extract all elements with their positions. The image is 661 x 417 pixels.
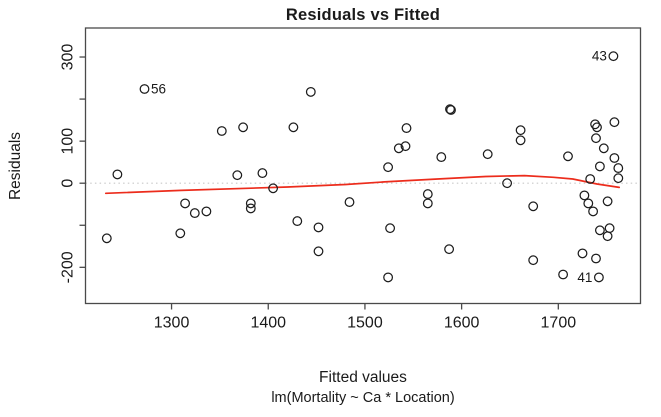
data-point <box>482 149 493 160</box>
data-point <box>238 122 249 133</box>
point-label-43: 43 <box>592 49 607 64</box>
data-point <box>268 183 279 194</box>
data-point <box>602 196 613 207</box>
data-point <box>592 122 602 133</box>
data-point <box>579 190 590 201</box>
data-point <box>608 51 619 62</box>
x-tick-label: 1300 <box>154 315 190 332</box>
data-point <box>232 170 243 181</box>
data-point <box>445 104 455 115</box>
lowess-smooth-line <box>104 174 621 195</box>
y-tick-label: 300 <box>60 44 77 71</box>
data-point <box>245 203 256 214</box>
data-point <box>112 169 123 180</box>
data-point <box>515 135 526 146</box>
data-point <box>422 189 433 200</box>
data-point <box>245 198 256 209</box>
y-tick-label: -200 <box>60 251 77 283</box>
data-point <box>588 206 599 217</box>
data-point <box>528 201 539 212</box>
data-point <box>602 231 613 242</box>
data-point <box>101 233 112 244</box>
data-point <box>502 178 513 189</box>
x-tick-label: 1400 <box>250 315 286 332</box>
data-point <box>201 206 212 217</box>
data-point <box>383 162 394 173</box>
x-axis-label: Fitted values <box>319 369 407 386</box>
data-point <box>436 152 447 163</box>
data-point <box>613 173 624 184</box>
data-point <box>344 197 355 208</box>
data-point <box>594 225 605 236</box>
data-point <box>604 223 615 234</box>
data-point <box>385 223 396 234</box>
y-axis-label: Residuals <box>7 131 24 201</box>
data-point <box>216 126 227 136</box>
data-point <box>528 255 539 266</box>
data-point <box>598 143 609 154</box>
data-point <box>594 161 605 172</box>
data-point <box>609 153 620 163</box>
data-point <box>393 143 404 154</box>
data-point <box>577 248 588 259</box>
y-tick-label: 0 <box>60 179 77 188</box>
point-label-41: 41 <box>577 270 592 285</box>
data-point <box>515 125 526 136</box>
plot-title: Residuals vs Fitted <box>285 6 441 24</box>
data-point <box>288 122 299 133</box>
data-point <box>257 168 268 179</box>
data-point <box>313 222 324 233</box>
x-tick-label: 1500 <box>347 315 383 332</box>
data-point <box>313 246 324 257</box>
data-point <box>422 198 433 209</box>
data-point <box>583 198 594 209</box>
point-label-56: 56 <box>151 81 166 96</box>
plot-border <box>84 27 642 305</box>
data-point <box>305 86 316 97</box>
data-point <box>444 244 455 255</box>
data-point <box>613 163 624 174</box>
x-tick-label: 1600 <box>444 315 480 332</box>
data-point <box>446 105 456 115</box>
data-point <box>593 272 604 283</box>
data-point <box>292 216 303 227</box>
data-point <box>591 133 601 144</box>
data-point <box>563 151 573 162</box>
data-point <box>189 208 200 219</box>
model-formula-label: lm(Mortality ~ Ca * Location) <box>271 390 455 406</box>
data-point <box>609 117 620 128</box>
data-point <box>400 141 411 152</box>
y-tick-label: 100 <box>60 128 77 155</box>
x-tick-label: 1700 <box>541 315 577 332</box>
data-point <box>180 198 191 209</box>
data-point <box>590 119 601 130</box>
data-point <box>139 84 150 94</box>
data-point <box>175 228 186 239</box>
data-point <box>383 272 394 283</box>
data-point <box>585 174 596 184</box>
data-point <box>558 269 569 280</box>
data-point <box>401 123 412 134</box>
data-point <box>591 253 601 264</box>
